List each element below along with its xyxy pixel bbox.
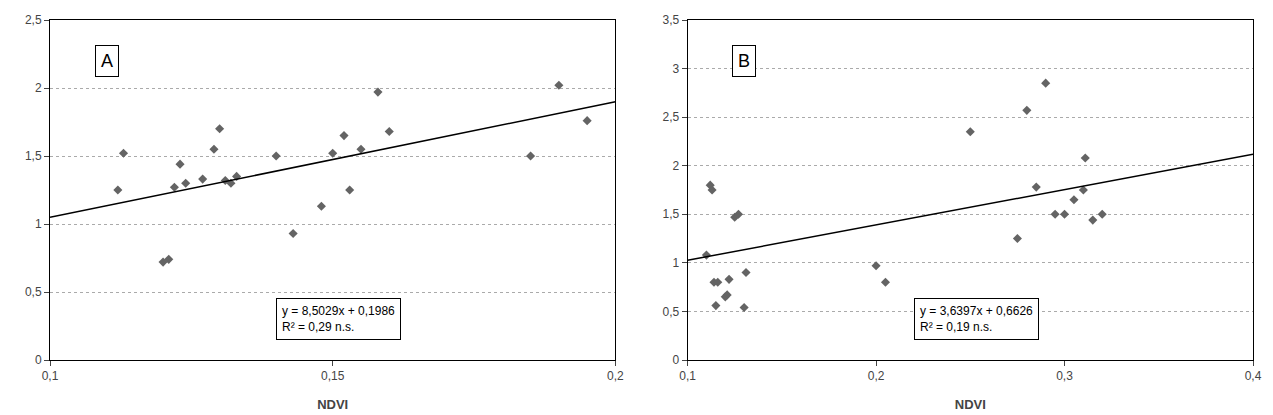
svg-text:y = 3,6397x + 0,6626R² = 0,19: y = 3,6397x + 0,6626R² = 0,19 n.s. bbox=[920, 304, 1033, 334]
svg-text:2,5: 2,5 bbox=[663, 110, 680, 124]
svg-text:2,5: 2,5 bbox=[25, 13, 42, 27]
svg-text:y = 8,5029x + 0,1986R² = 0,29: y = 8,5029x + 0,1986R² = 0,29 n.s. bbox=[282, 304, 395, 334]
svg-text:0,2: 0,2 bbox=[868, 369, 885, 383]
svg-text:0,3: 0,3 bbox=[1056, 369, 1073, 383]
svg-text:0,5: 0,5 bbox=[25, 285, 42, 299]
svg-text:0,5: 0,5 bbox=[663, 305, 680, 319]
svg-text:1,5: 1,5 bbox=[25, 149, 42, 163]
svg-text:2: 2 bbox=[673, 159, 680, 173]
svg-text:0: 0 bbox=[673, 353, 680, 367]
svg-text:3,5: 3,5 bbox=[663, 13, 680, 27]
svg-text:0,1: 0,1 bbox=[679, 369, 696, 383]
svg-text:1: 1 bbox=[35, 217, 42, 231]
svg-text:0: 0 bbox=[35, 353, 42, 367]
svg-text:0,1: 0,1 bbox=[42, 369, 59, 383]
svg-text:B: B bbox=[738, 51, 750, 71]
svg-text:A: A bbox=[101, 51, 113, 71]
svg-text:3: 3 bbox=[673, 62, 680, 76]
svg-text:0,2: 0,2 bbox=[607, 369, 624, 383]
svg-text:1,5: 1,5 bbox=[663, 207, 680, 221]
svg-text:2: 2 bbox=[35, 81, 42, 95]
svg-text:0,4: 0,4 bbox=[1245, 369, 1262, 383]
svg-text:NDVI: NDVI bbox=[955, 397, 986, 412]
svg-text:NDVI: NDVI bbox=[317, 397, 348, 412]
svg-text:0,15: 0,15 bbox=[321, 369, 345, 383]
svg-text:1: 1 bbox=[673, 256, 680, 270]
